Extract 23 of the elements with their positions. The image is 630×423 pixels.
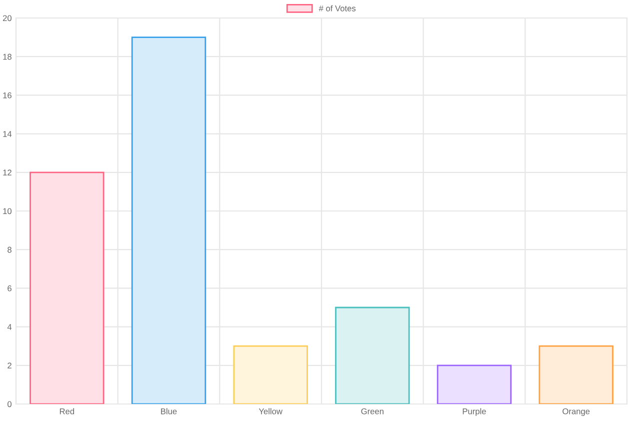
- y-tick-label: 8: [8, 246, 12, 253]
- y-tick-label: 18: [3, 54, 12, 60]
- bar: [30, 172, 104, 404]
- legend-label: # of Votes: [318, 5, 356, 12]
- bar: [233, 345, 308, 404]
- x-tick-label: Purple: [462, 408, 486, 416]
- bar: [131, 36, 206, 404]
- y-tick-label: 10: [3, 208, 12, 214]
- x-tick-label: Green: [361, 408, 384, 414]
- y-tick-label: 4: [7, 324, 12, 330]
- y-tick-label: 20: [2, 15, 12, 22]
- y-tick-label: 0: [8, 401, 12, 408]
- y-tick-label: 6: [8, 285, 12, 292]
- bar: [538, 345, 614, 404]
- x-tick-label: Red: [60, 408, 74, 414]
- y-tick-label: 16: [3, 92, 12, 98]
- x-tick-label: Orange: [562, 408, 590, 416]
- x-tick-label: Yellow: [258, 408, 282, 414]
- x-tick-label: Blue: [161, 408, 177, 414]
- y-tick-label: 2: [8, 362, 12, 368]
- bar: [436, 364, 512, 404]
- y-tick-label: 12: [3, 170, 12, 176]
- y-tick-label: 14: [3, 131, 12, 137]
